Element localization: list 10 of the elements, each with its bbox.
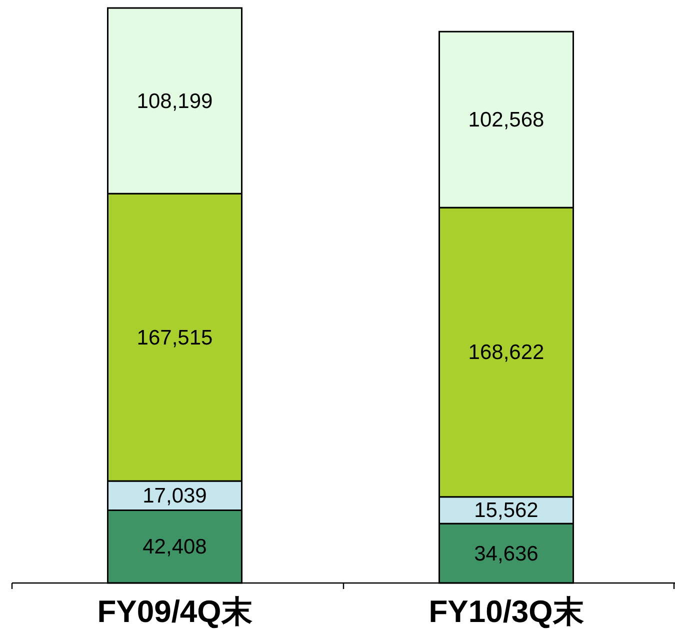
x-tick-label: FY09/4Q末 [97, 594, 252, 629]
data-label: 42,408 [142, 536, 207, 559]
data-label: 102,568 [468, 108, 544, 132]
data-label: 168,622 [468, 341, 544, 364]
data-label: 17,039 [142, 484, 207, 508]
data-label: 108,199 [136, 90, 213, 113]
data-label: 15,562 [474, 499, 538, 522]
data-label: 34,636 [474, 542, 538, 566]
data-label: 167,515 [136, 326, 213, 350]
x-tick-label: FY10/3Q末 [428, 594, 584, 629]
